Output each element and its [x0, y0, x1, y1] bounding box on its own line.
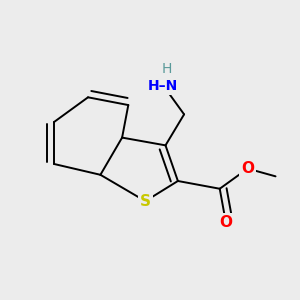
- Text: H: H: [162, 62, 172, 76]
- Text: S: S: [140, 194, 151, 208]
- Text: O: O: [241, 161, 254, 176]
- Text: H–N: H–N: [147, 80, 178, 94]
- Text: O: O: [219, 215, 232, 230]
